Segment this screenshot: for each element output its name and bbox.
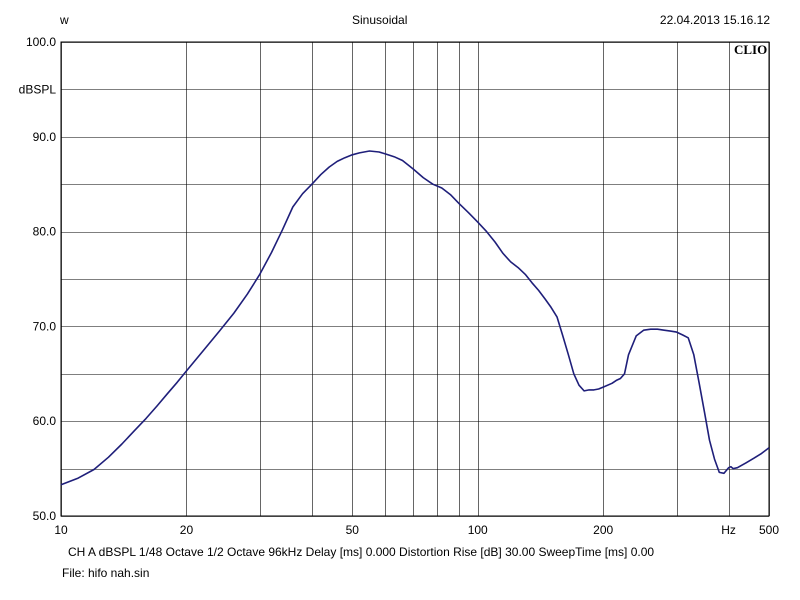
x-tick-label-10: 10 [54,523,68,537]
x-tick-label-500: 500 [759,523,779,537]
response-curve-0 [60,150,770,486]
clio-logo: CLIO [734,42,768,57]
timestamp: 22.04.2013 15.16.12 [659,13,770,27]
file-name: File: hifo nah.sin [62,566,150,580]
x-tick-label-100: 100 [468,523,488,537]
y-tick-label-60.0: 60.0 [33,414,57,428]
measurement-settings: CH A dBSPL 1/48 Octave 1/2 Octave 96kHz … [68,545,655,559]
y-tick-label-70.0: 70.0 [33,319,57,333]
tick-label-layer: 10 20 50 100 200 500 Hz 100.0 90.0 80.0 70.0 60.0 50… [19,35,780,537]
y-axis-label: dBSPL [19,82,57,96]
x-tick-label-20: 20 [180,523,194,537]
x-tick-label-50: 50 [346,523,360,537]
header-left-label: w [60,13,69,27]
x-axis-label: Hz [721,523,736,537]
chart-title: Sinusoidal [352,13,408,27]
y-tick-label-50.0: 50.0 [33,509,57,523]
series-layer [60,150,770,486]
y-tick-label-90.0: 90.0 [33,130,57,144]
y-tick-label-80.0: 80.0 [33,225,57,239]
y-tick-label-100.0: 100.0 [26,35,56,49]
plot-frame [60,41,770,517]
grid-layer [61,42,770,517]
x-tick-label-200: 200 [593,523,613,537]
